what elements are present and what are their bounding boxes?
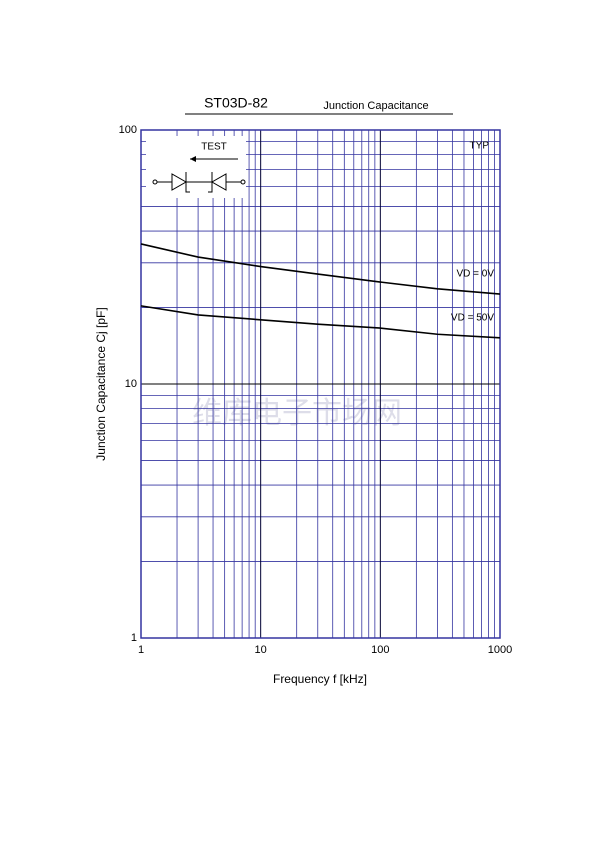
legend-label: VD = 0V — [456, 269, 494, 280]
y-tick-label: 1 — [131, 632, 137, 644]
x-tick-label: 100 — [371, 644, 389, 656]
x-axis-label: Frequency f [kHz] — [273, 672, 367, 686]
typ-label: TYP — [470, 141, 490, 152]
y-tick-label: 10 — [125, 378, 137, 390]
y-axis-label: Junction Capacitance Cj [pF] — [94, 307, 108, 460]
chart-title: ST03D-82 — [204, 95, 268, 111]
data-line — [140, 243, 501, 295]
legend-label: VD = 50V — [451, 312, 494, 323]
plot-frame — [140, 129, 501, 639]
x-tick-label: 1000 — [488, 644, 512, 656]
test-label: TEST — [201, 142, 227, 153]
x-tick-label: 1 — [138, 644, 144, 656]
data-line — [140, 305, 501, 339]
y-tick-label: 100 — [119, 124, 137, 136]
test-diagram — [146, 136, 246, 198]
x-tick-label: 10 — [255, 644, 267, 656]
chart-subtitle: Junction Capacitance — [323, 100, 428, 112]
